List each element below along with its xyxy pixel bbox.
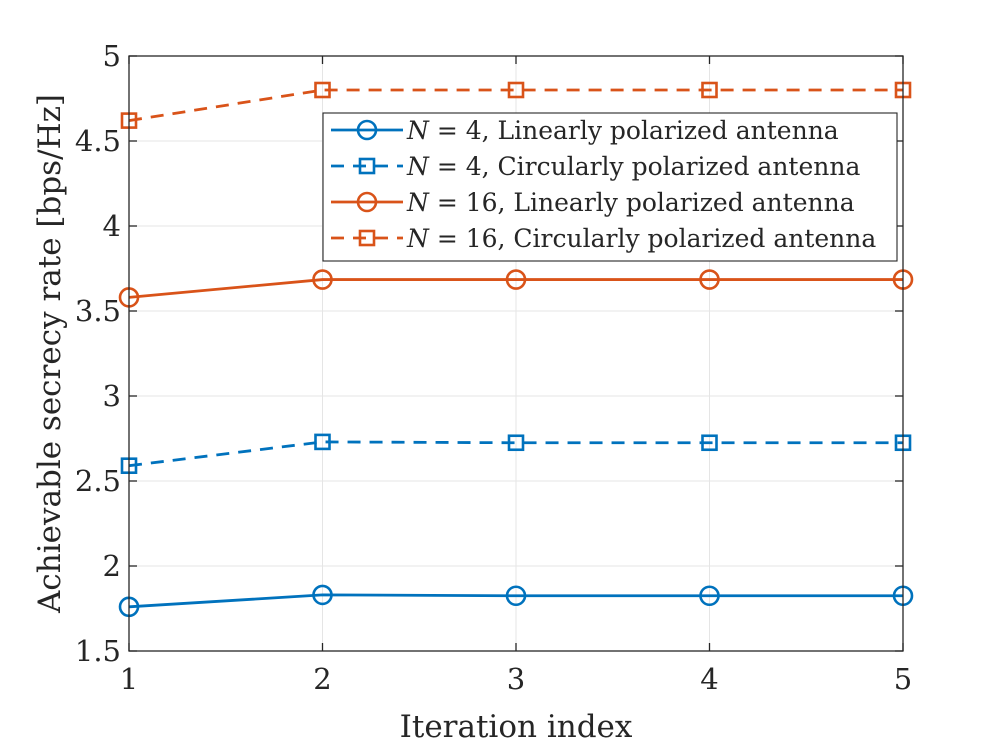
legend-box: [322, 112, 898, 262]
y-tick-label: 2.5: [75, 464, 121, 498]
x-tick-label: 3: [507, 662, 525, 696]
data-point: [507, 434, 525, 452]
data-point: [312, 269, 333, 290]
series-line: [128, 440, 903, 468]
y-tick-label: 3.5: [75, 294, 121, 328]
y-tick-label: 3: [103, 379, 121, 413]
series-line: [128, 88, 903, 122]
legend-label: N = 4, Linearly polarized antenna: [406, 116, 839, 145]
y-tick-label: 5: [103, 39, 121, 73]
data-point: [699, 269, 720, 290]
legend-marker: [358, 229, 376, 247]
data-point: [314, 433, 331, 451]
data-point: [507, 81, 525, 99]
data-point: [312, 584, 333, 606]
data-point: [701, 81, 718, 99]
y-tick-label: 2: [103, 549, 121, 583]
series-line: [128, 278, 903, 299]
x-axis-label: Iteration index: [400, 709, 633, 745]
legend-label: N = 16, Linearly polarized antenna: [406, 188, 855, 217]
ticks: 1 2 3 4 5 1.5 2 2.5 3 3.5 4 4.5 5: [75, 39, 912, 696]
series-line: [128, 593, 903, 609]
x-tick-label: 5: [894, 662, 912, 696]
legend-entry: N = 4, Linearly polarized antenna: [331, 116, 839, 145]
y-tick-label: 4.5: [75, 124, 121, 158]
series-layer: [118, 81, 914, 618]
data-point: [505, 269, 527, 290]
data-point: [701, 434, 718, 452]
legend-entry: N = 16, Linearly polarized antenna: [331, 188, 855, 217]
legend-label: N = 4, Circularly polarized antenna: [406, 152, 860, 181]
legend: N = 4, Linearly polarized antenna N = 4, …: [322, 112, 898, 262]
x-tick-label: 1: [120, 662, 138, 696]
data-point: [505, 585, 527, 607]
legend-marker: [356, 191, 378, 213]
x-tick-label: 4: [700, 662, 718, 696]
legend-label: N = 16, Circularly polarized antenna: [406, 224, 876, 253]
data-point: [314, 81, 331, 99]
x-tick-label: 2: [313, 662, 331, 696]
legend-marker: [356, 119, 378, 141]
legend-entry: N = 16, Circularly polarized antenna: [331, 224, 876, 253]
legend-entry: N = 4, Circularly polarized antenna: [331, 152, 860, 181]
y-tick-label: 1.5: [75, 634, 121, 668]
y-tick-label: 4: [103, 209, 121, 243]
y-axis-label: Achievable secrecy rate [bps/Hz]: [32, 94, 68, 614]
legend-marker: [358, 157, 376, 175]
data-point: [699, 585, 720, 607]
